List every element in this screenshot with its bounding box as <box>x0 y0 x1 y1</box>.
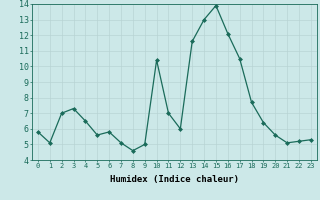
X-axis label: Humidex (Indice chaleur): Humidex (Indice chaleur) <box>110 175 239 184</box>
